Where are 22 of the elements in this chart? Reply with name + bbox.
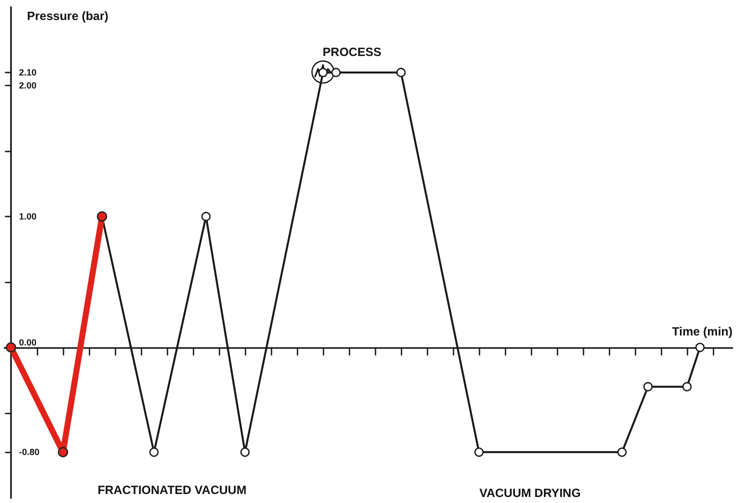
x-axis-title: Time (min) bbox=[672, 324, 732, 338]
y-tick-label: 2.00 bbox=[19, 80, 37, 91]
annotation: FRACTIONATED VACUUM bbox=[98, 483, 246, 497]
point bbox=[682, 382, 692, 392]
point bbox=[201, 212, 211, 222]
annotation: VACUUM DRYING bbox=[479, 486, 581, 500]
point bbox=[474, 448, 484, 457]
y-tick-label: 0.00 bbox=[19, 337, 37, 348]
annotation: PROCESS bbox=[322, 45, 382, 59]
y-tick-label: 1.00 bbox=[19, 211, 37, 222]
point bbox=[695, 342, 705, 352]
point bbox=[617, 448, 627, 457]
point bbox=[149, 448, 159, 457]
y-tick-label: -0.80 bbox=[19, 447, 40, 458]
point bbox=[58, 447, 68, 458]
y-axis-title: Pressure (bar) bbox=[27, 9, 108, 23]
point bbox=[96, 211, 108, 222]
y-tick-label: 2.10 bbox=[19, 67, 37, 78]
point bbox=[396, 68, 406, 78]
point bbox=[240, 448, 250, 457]
point bbox=[331, 68, 341, 78]
point bbox=[643, 382, 653, 392]
